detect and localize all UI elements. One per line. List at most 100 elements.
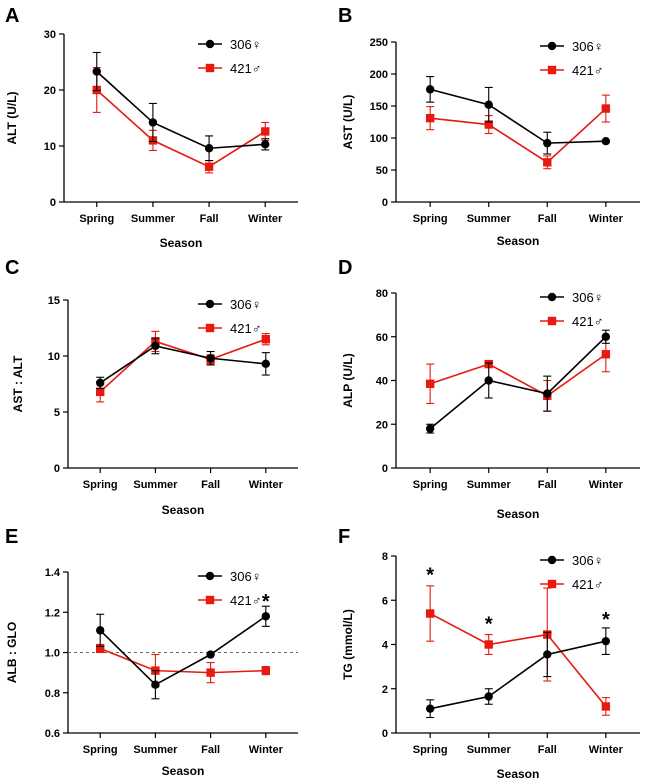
x-axis-title: Season	[162, 503, 205, 517]
legend-label: 306♀	[230, 297, 261, 312]
x-tick-label: Summer	[467, 213, 512, 225]
data-point	[204, 144, 214, 153]
series-male-421	[425, 336, 611, 412]
y-tick-label: 1.4	[45, 567, 61, 579]
panel-e: E 0.6 0.8 1.0 1.2 1.4 Spring Summer Fall Winter Se…	[5, 526, 298, 778]
y-tick-label: 60	[376, 332, 388, 344]
data-point	[425, 609, 435, 618]
y-tick-label: 40	[376, 376, 388, 388]
legend-label: 421♂	[572, 63, 603, 78]
legend-marker	[205, 39, 215, 49]
series-line	[99, 345, 266, 384]
legend-label: 306♀	[230, 37, 261, 52]
y-tick-label: 250	[370, 37, 388, 49]
y-tick-label: 2	[382, 684, 388, 696]
series-male-421	[425, 585, 611, 716]
data-point	[151, 680, 160, 689]
x-tick-label: Spring	[413, 744, 448, 756]
y-tick-label: 5	[54, 407, 60, 419]
data-point	[601, 137, 611, 146]
legend-marker	[205, 63, 215, 73]
significance-marker: *	[426, 565, 434, 587]
series-line	[430, 107, 607, 164]
data-point	[206, 354, 215, 363]
data-point	[425, 113, 435, 123]
x-tick-label: Summer	[133, 479, 178, 491]
data-point	[261, 140, 270, 149]
x-tick-label: Winter	[589, 479, 624, 491]
series-line	[96, 89, 266, 168]
data-point	[261, 359, 270, 369]
data-point	[204, 162, 214, 171]
series-line	[429, 640, 607, 710]
data-point	[206, 668, 215, 677]
y-tick-label: 10	[44, 141, 56, 153]
y-tick-label: 0.6	[45, 728, 60, 740]
series-line	[429, 353, 607, 397]
y-axis-title: AST : ALT	[11, 355, 25, 412]
series-female-306	[96, 337, 270, 390]
legend-label: 421♂	[230, 61, 261, 76]
data-point	[96, 644, 105, 653]
legend-marker	[547, 292, 557, 302]
data-point	[261, 335, 270, 344]
data-point	[96, 626, 105, 635]
y-axis-title: AST (U/L)	[341, 95, 355, 150]
data-point	[96, 378, 105, 388]
data-point	[601, 702, 611, 711]
data-point	[92, 67, 101, 76]
legend-marker	[547, 579, 557, 589]
y-tick-label: 0	[382, 197, 388, 209]
y-tick-label: 0	[382, 463, 388, 475]
x-tick-label: Fall	[538, 744, 557, 756]
series-line	[99, 647, 266, 674]
legend-label: 306♀	[572, 290, 603, 305]
x-tick-label: Winter	[249, 479, 284, 491]
series-male-421	[92, 67, 270, 174]
series-female-306	[92, 51, 270, 162]
legend-marker	[547, 65, 557, 75]
data-point	[484, 100, 493, 109]
panel-label-d: D	[338, 257, 352, 279]
y-tick-label: 150	[370, 101, 388, 113]
legend-marker	[205, 571, 215, 581]
series-female-306	[425, 627, 611, 719]
panel-b: B 0 50 100 150 200 250 Spring Summer Fall Winter Se…	[338, 5, 640, 248]
data-point	[148, 118, 158, 127]
x-tick-label: Winter	[589, 744, 624, 756]
x-tick-label: Fall	[201, 744, 220, 756]
data-point	[543, 138, 552, 148]
series-line	[99, 338, 267, 393]
x-axis-title: Season	[497, 507, 540, 521]
significance-marker: *	[602, 609, 610, 631]
legend-label: 306♀	[572, 553, 603, 568]
data-point	[543, 650, 552, 659]
data-point	[261, 666, 270, 675]
y-tick-label: 200	[370, 69, 388, 81]
data-point	[425, 704, 435, 713]
y-tick-label: 100	[370, 133, 388, 145]
data-point	[543, 158, 552, 167]
y-tick-label: 8	[382, 551, 388, 563]
legend-marker	[547, 316, 557, 326]
data-point	[601, 332, 611, 341]
x-tick-label: Spring	[413, 213, 448, 225]
data-point	[601, 636, 611, 646]
y-tick-label: 30	[44, 29, 56, 41]
panel-label-a: A	[5, 5, 19, 27]
y-tick-label: 4	[382, 640, 389, 652]
y-tick-label: 1.0	[45, 648, 60, 660]
x-tick-label: Fall	[201, 479, 220, 491]
x-tick-label: Summer	[131, 213, 176, 225]
y-tick-label: 80	[376, 288, 388, 300]
data-point	[601, 350, 611, 359]
y-tick-label: 15	[48, 295, 60, 307]
data-point	[425, 85, 435, 94]
series-male-421	[96, 643, 270, 688]
legend-marker	[547, 41, 557, 51]
series-female-306	[96, 605, 270, 700]
data-point	[261, 127, 270, 136]
panel-label-c: C	[5, 257, 19, 279]
x-tick-label: Fall	[538, 479, 557, 491]
x-tick-label: Spring	[83, 479, 118, 491]
